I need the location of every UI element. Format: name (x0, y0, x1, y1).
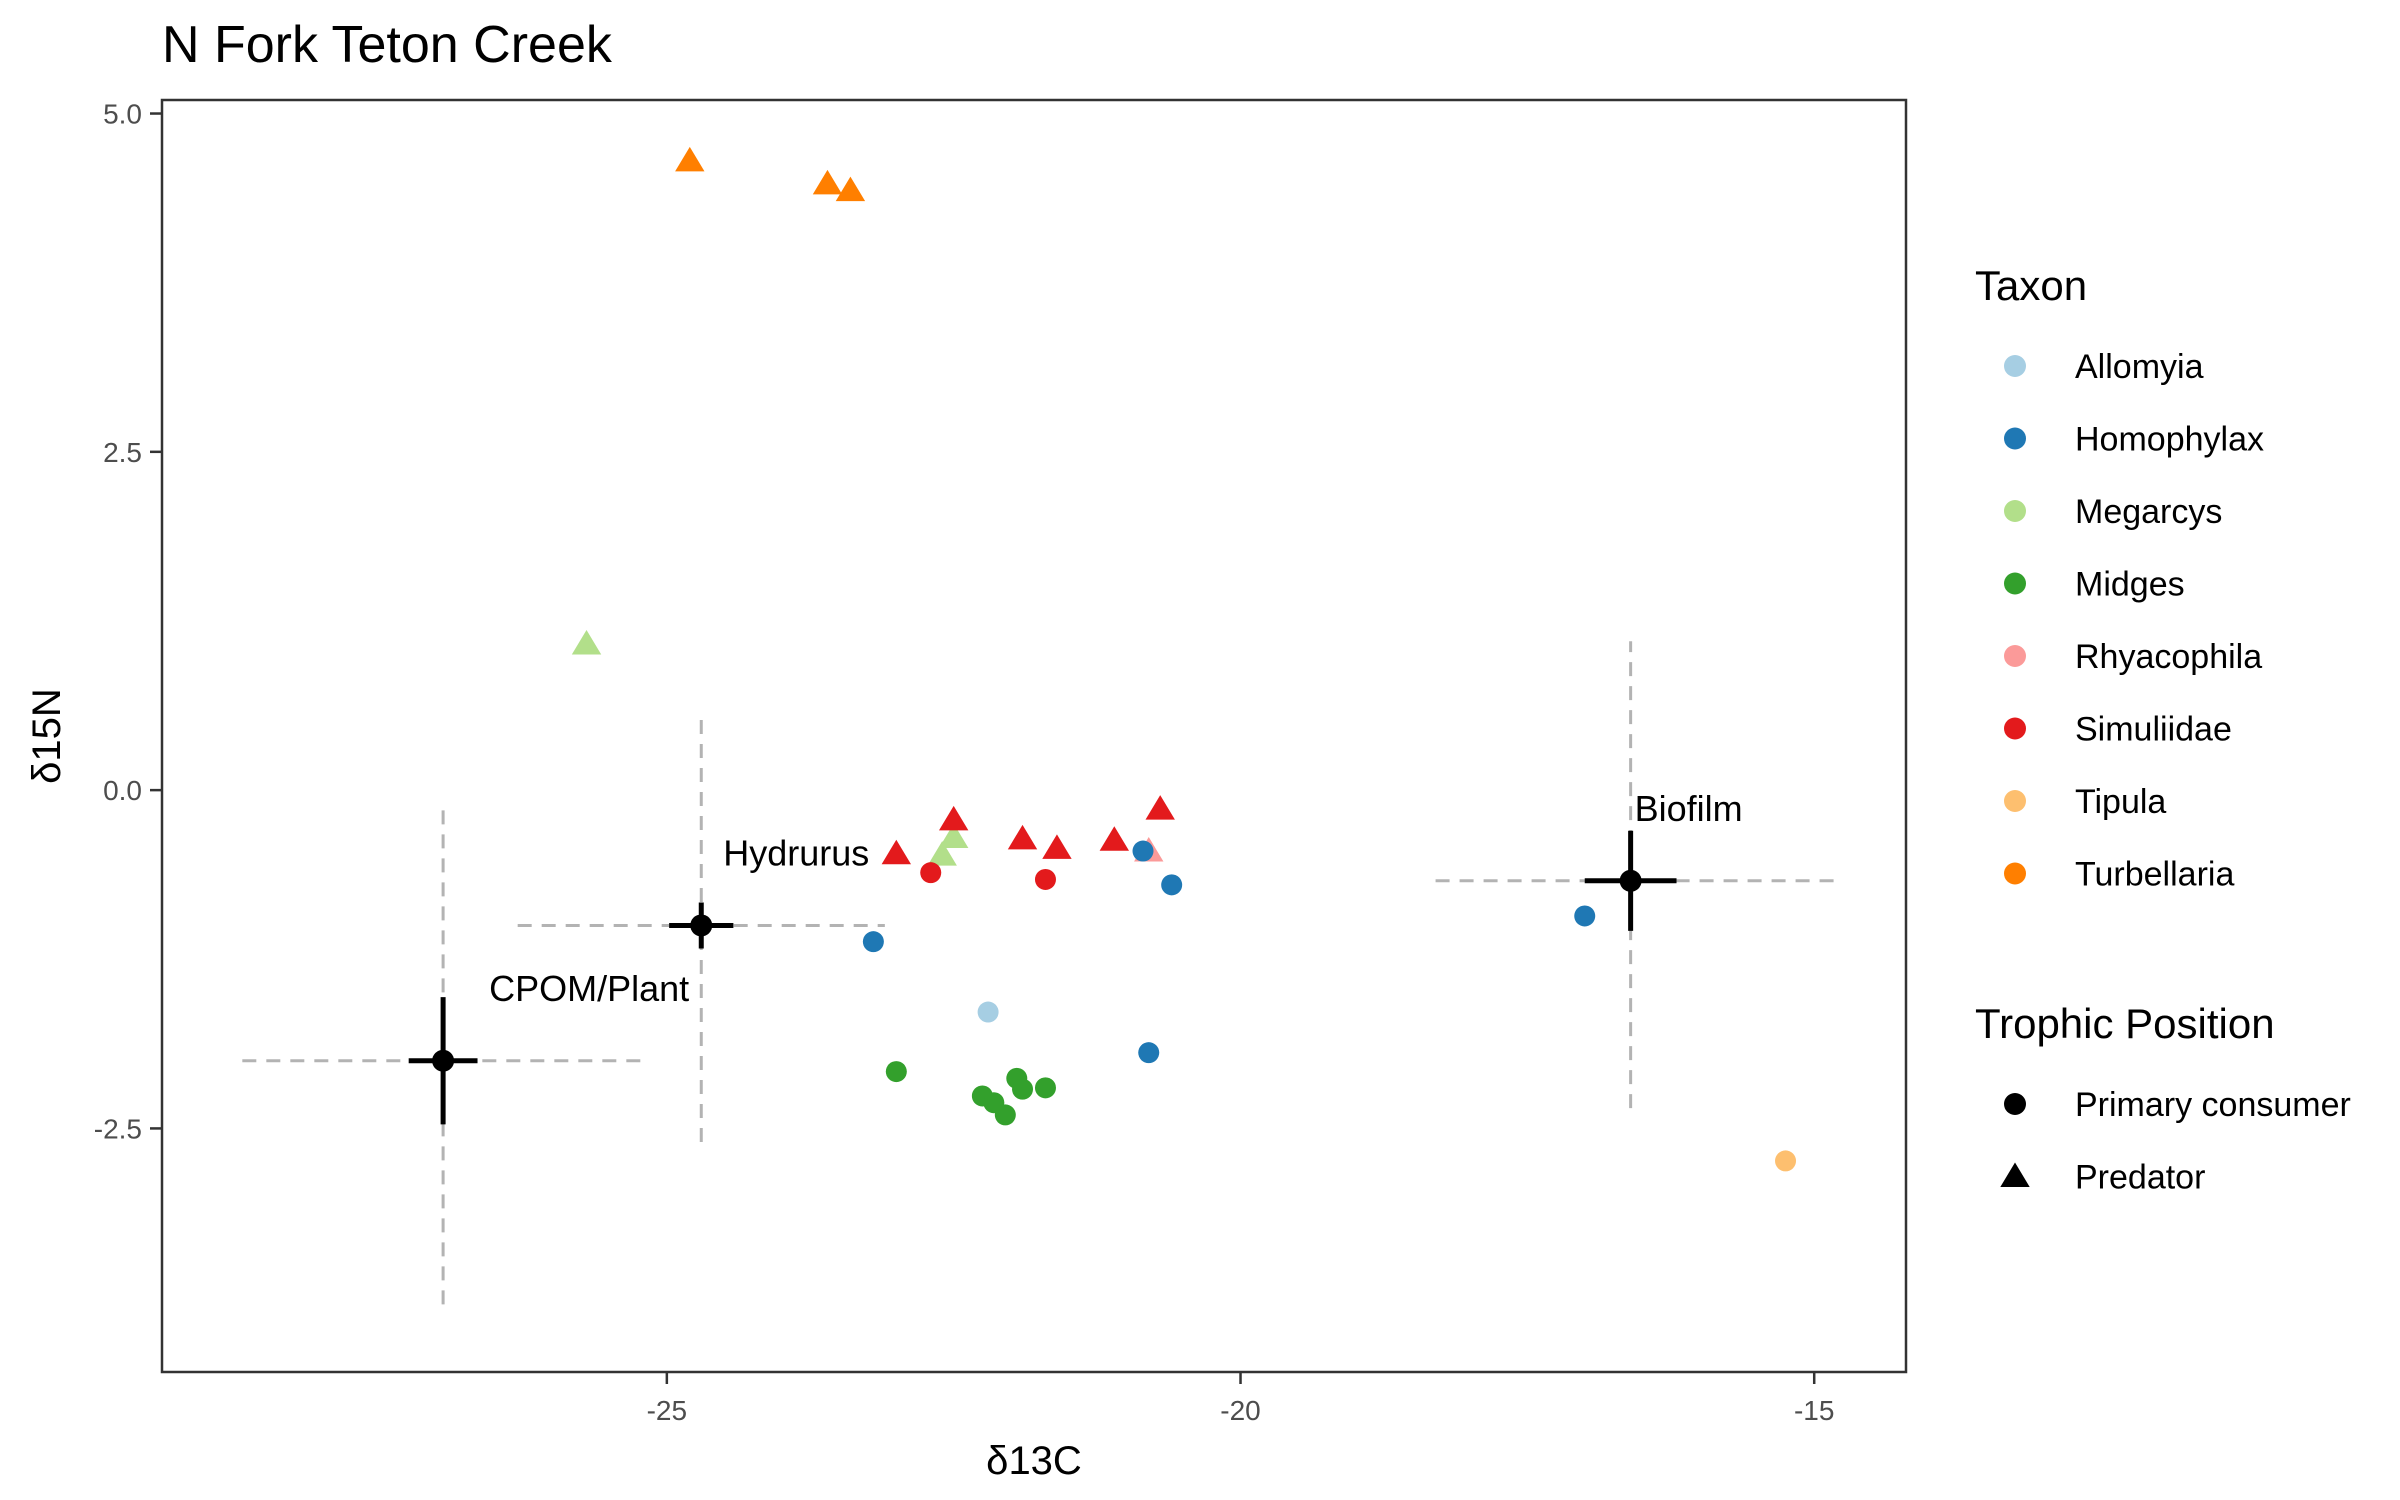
legend-label-rhyacophila: Rhyacophila (2075, 638, 2262, 676)
y-tick-label-3: 5.0 (103, 99, 142, 130)
point-simuliidae-predator-9 (1042, 834, 1072, 859)
legend-swatch-tipula (2004, 790, 2026, 812)
point-simuliidae-predator-8 (1007, 824, 1038, 850)
point-simuliidae-primary-14 (1034, 868, 1056, 890)
point-simuliidae-predator-7 (938, 805, 969, 831)
legend-swatch-midges (2004, 572, 2026, 595)
point-turbellaria-predator-0 (675, 146, 705, 172)
y-tick-label-2: 2.5 (103, 437, 142, 468)
legend-swatch-turbellaria (2004, 862, 2026, 885)
legend-shape-primary-consumer (2004, 1093, 2026, 1115)
point-tipula-primary-28 (1775, 1150, 1797, 1172)
legend-label-turbellaria: Turbellaria (2075, 856, 2234, 894)
legend-shape-predator (2000, 1162, 2030, 1187)
point-simuliidae-primary-13 (920, 862, 942, 884)
point-simuliidae-predator-10 (1099, 826, 1130, 851)
axes: -25 -20 -15 -2.5 0.0 2.5 5.0 (94, 99, 1835, 1426)
point-simuliidae-predator-6 (881, 839, 912, 865)
legend-label-midges: Midges (2075, 566, 2185, 604)
y-tick-label-0: -2.5 (94, 1113, 142, 1144)
legend-swatch-megarcys (2004, 500, 2026, 522)
y-tick-label-1: 0.0 (103, 775, 142, 806)
legend-taxon-title: Taxon (1975, 262, 2087, 309)
source-mean-biofilm (1619, 869, 1642, 892)
legend-label-megarcys: Megarcys (2075, 493, 2222, 531)
source-mean-cpom-plant (432, 1049, 455, 1072)
source-label-biofilm: Biofilm (1635, 788, 1743, 829)
point-midges-primary-27 (1034, 1077, 1056, 1099)
legend-label-homophylax: Homophylax (2075, 421, 2264, 459)
point-homophylax-primary-17 (862, 931, 884, 953)
point-homophylax-primary-18 (1138, 1042, 1160, 1064)
x-tick-label-2: -15 (1794, 1395, 1834, 1426)
point-homophylax-primary-16 (1161, 874, 1183, 896)
point-simuliidae-predator-11 (1145, 795, 1175, 820)
point-midges-primary-24 (994, 1104, 1016, 1126)
point-midges-primary-26 (1012, 1078, 1034, 1100)
source-label-hydrurus: Hydrurus (723, 832, 869, 873)
x-tick-label-1: -20 (1220, 1395, 1260, 1426)
point-allomyia-primary-20 (977, 1001, 999, 1023)
legend-trophic-title: Trophic Position (1975, 1000, 2275, 1047)
x-axis-title: δ13C (986, 1439, 1082, 1483)
legend: Taxon Trophic Position Allomyia Homophyla… (1975, 262, 2351, 1197)
legend-swatch-allomyia (2004, 355, 2026, 377)
plot-area: CPOM/Plant Hydrurus Biofilm (242, 146, 1838, 1305)
x-tick-label-0: -25 (647, 1395, 687, 1426)
panel-border (160, 98, 1908, 1374)
y-axis-title: δ15N (25, 688, 69, 784)
point-megarcys-predator-4 (927, 841, 957, 866)
point-megarcys-predator-5 (938, 823, 969, 848)
legend-swatch-simuliidae (2004, 717, 2026, 740)
legend-swatch-rhyacophila (2004, 645, 2026, 667)
point-homophylax-primary-15 (1132, 840, 1154, 862)
legend-swatch-homophylax (2004, 427, 2026, 450)
legend-label-predator: Predator (2075, 1159, 2205, 1197)
source-label-cpom-plant: CPOM/Plant (489, 968, 689, 1009)
point-midges-primary-21 (885, 1061, 907, 1083)
chart-title: N Fork Teton Creek (162, 16, 613, 74)
source-mean-hydrurus (690, 914, 713, 937)
legend-label-simuliidae: Simuliidae (2075, 711, 2232, 749)
point-turbellaria-predator-1 (812, 169, 843, 195)
point-turbellaria-predator-2 (835, 176, 866, 202)
legend-label-primary-consumer: Primary consumer (2075, 1086, 2351, 1124)
point-megarcys-predator-3 (571, 629, 602, 655)
point-homophylax-primary-19 (1574, 905, 1596, 927)
legend-label-allomyia: Allomyia (2075, 348, 2204, 386)
legend-label-tipula: Tipula (2075, 783, 2166, 821)
